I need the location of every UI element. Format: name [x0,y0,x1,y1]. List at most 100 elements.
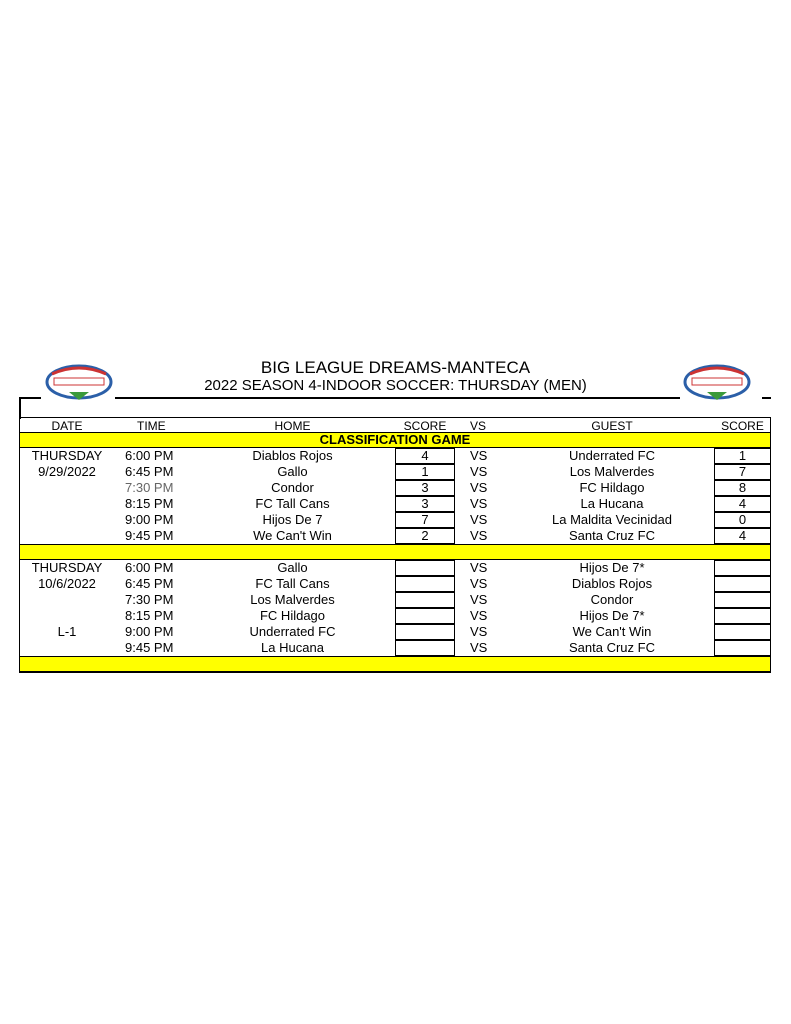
date-cell: 9/29/2022 [38,464,96,479]
guest-team: Hijos De 7* [579,560,645,575]
home-score [395,592,455,608]
big-league-dreams-logo [45,364,113,400]
home-team: Gallo [277,464,308,479]
time-cell: 9:45 PM [125,640,174,655]
home-score: 3 [395,480,455,496]
game-row: THURSDAY 6:00 PM Gallo VS Hijos De 7* [19,560,771,576]
game-row: 8:15 PM FC Hildago VS Hijos De 7* [19,608,771,624]
guest-score: 8 [714,480,771,496]
page-subtitle: 2022 SEASON 4-INDOOR SOCCER: THURSDAY (M… [204,377,587,394]
guest-team: FC Hildago [579,480,645,495]
col-vs: VS [470,419,487,433]
game-row: 7:30 PM Condor 3 VS FC Hildago 8 [19,480,771,496]
home-score: 4 [395,448,455,464]
guest-team: Condor [590,592,634,607]
guest-team: La Hucana [580,496,644,511]
vs-label: VS [470,592,488,607]
guest-score [714,624,771,640]
home-team: Underrated FC [249,624,336,639]
table-header: DATE TIME HOME SCORE VS GUEST SCORE [19,418,771,434]
time-cell: 6:45 PM [125,464,174,479]
guest-team: Diablos Rojos [571,576,653,591]
guest-score: 7 [714,464,771,480]
big-league-dreams-logo [683,364,751,400]
vs-label: VS [470,528,488,543]
date-cell: THURSDAY [31,448,103,463]
home-score [395,560,455,576]
guest-team: Hijos De 7* [579,608,645,623]
col-home-score: SCORE [403,419,447,433]
home-score: 3 [395,496,455,512]
home-score [395,640,455,656]
section-divider [19,544,771,560]
time-cell: 6:00 PM [125,448,174,463]
vs-label: VS [470,496,488,511]
home-score [395,608,455,624]
guest-team: Santa Cruz FC [569,528,655,543]
time-cell: 9:45 PM [125,528,174,543]
time-cell: 6:45 PM [125,576,174,591]
section-banner: CLASSIFICATION GAME [19,432,771,448]
vs-label: VS [470,448,488,463]
game-row: 8:15 PM FC Tall Cans 3 VS La Hucana 4 [19,496,771,512]
time-cell: 8:15 PM [125,608,174,623]
title-underline [115,397,680,399]
date-cell [19,528,115,544]
home-score: 2 [395,528,455,544]
game-row: 9/29/2022 6:45 PM Gallo 1 VS Los Malverdes 7 [19,464,771,480]
home-team: Diablos Rojos [252,448,333,463]
time-cell: 7:30 PM [125,592,174,607]
guest-score [714,560,771,576]
home-score: 1 [395,464,455,480]
page-title: BIG LEAGUE DREAMS-MANTECA [260,358,531,377]
section-divider [19,656,771,672]
time-cell: 9:00 PM [125,512,174,527]
guest-team: Santa Cruz FC [569,640,655,655]
game-row: THURSDAY 6:00 PM Diablos Rojos 4 VS Underrate… [19,448,771,464]
guest-score: 0 [714,512,771,528]
vs-label: VS [470,560,488,575]
col-guest-score: SCORE [721,419,764,433]
date-cell [19,592,115,608]
col-time: TIME [137,419,166,433]
time-cell: 6:00 PM [125,560,174,575]
date-cell [19,608,115,624]
col-home: HOME [274,419,311,433]
game-row: 9:45 PM La Hucana VS Santa Cruz FC [19,640,771,656]
guest-score [714,576,771,592]
home-score [395,576,455,592]
guest-score [714,640,771,656]
frame-line [19,397,41,399]
game-row: 7:30 PM Los Malverdes VS Condor [19,592,771,608]
time-cell: 8:15 PM [125,496,174,511]
guest-team: Los Malverdes [569,464,655,479]
guest-team: La Maldita Vecinidad [552,512,672,527]
col-date: DATE [51,419,83,433]
home-team: Condor [271,480,314,495]
vs-label: VS [470,480,488,495]
home-team: FC Hildago [259,608,326,623]
date-cell [19,640,115,656]
guest-team: Underrated FC [569,448,655,463]
date-cell [19,496,115,512]
vs-label: VS [470,624,488,639]
game-row: 9:00 PM Hijos De 7 7 VS La Maldita Vecinidad… [19,512,771,528]
time-cell: 9:00 PM [125,624,174,639]
frame-line [19,397,21,419]
guest-score [714,608,771,624]
guest-score: 4 [714,528,771,544]
home-score [395,624,455,640]
date-cell: L-1 [57,624,77,639]
home-team: La Hucana [261,640,324,655]
game-row: 9:45 PM We Can't Win 2 VS Santa Cruz FC 4 [19,528,771,544]
home-team: Hijos De 7 [262,512,323,527]
home-team: Los Malverdes [250,592,335,607]
game-row: 10/6/2022 6:45 PM FC Tall Cans VS Diablos Ro… [19,576,771,592]
date-cell: 10/6/2022 [38,576,96,591]
home-team: Gallo [277,560,308,575]
vs-label: VS [470,640,488,655]
home-team: FC Tall Cans [255,576,330,591]
date-cell: THURSDAY [31,560,103,575]
guest-score [714,592,771,608]
